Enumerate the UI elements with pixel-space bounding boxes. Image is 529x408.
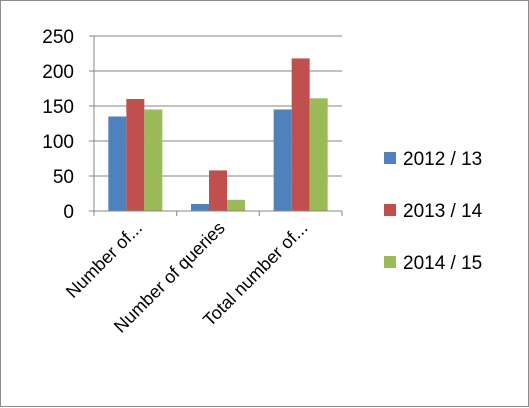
bars [108,58,328,212]
y-tick-labels: 0 50 100 150 200 250 [42,27,74,223]
x-category-label: Number of... [62,218,146,302]
bar [209,170,227,211]
bar [108,116,127,211]
legend-swatch [384,204,396,216]
bar [126,99,145,211]
y-tick-label: 100 [42,132,74,153]
legend-label: 2014 / 15 [403,253,482,274]
bar [144,109,163,211]
bar [273,109,292,211]
legend-label: 2013 / 14 [403,201,483,222]
bar [309,98,328,211]
legend-swatch [384,256,396,268]
y-tick-label: 250 [42,27,74,48]
y-tick-label: 50 [53,167,74,188]
y-tick-label: 200 [42,62,74,83]
bar [191,204,209,211]
bar [291,58,310,212]
legend-swatch [384,152,396,164]
axes [89,35,343,216]
legend-label: 2012 / 13 [403,149,482,170]
y-tick-label: 150 [42,97,74,118]
bar [227,199,245,211]
y-tick-label: 0 [63,202,74,223]
legend: 2012 / 13 2013 / 14 2014 / 15 [384,149,483,274]
